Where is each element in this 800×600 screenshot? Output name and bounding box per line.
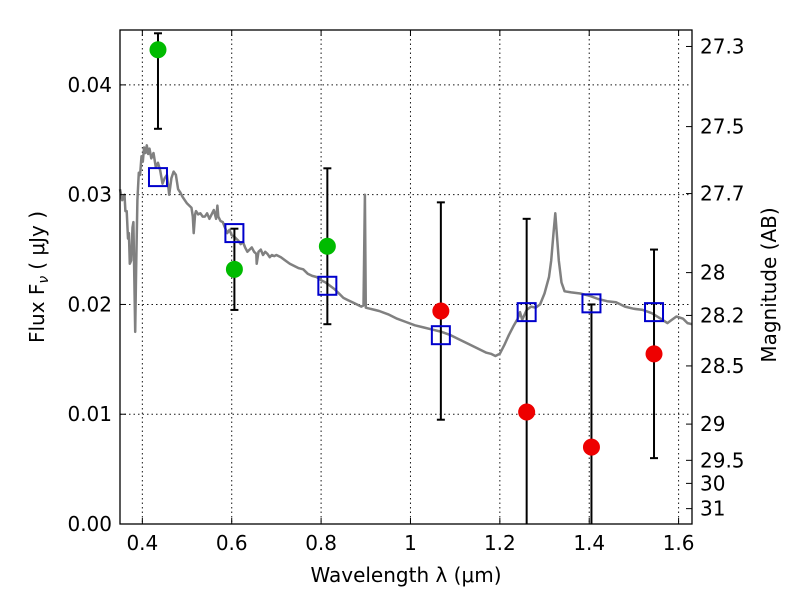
- right-axis-label: Magnitude (AB): [757, 207, 781, 362]
- x-tick-label: 0.6: [216, 531, 248, 555]
- limit-point: [645, 345, 663, 363]
- model-photometry-square: [224, 223, 245, 244]
- y-axis-label-group: Flux Fν ( μJy ): [25, 211, 52, 343]
- x-tick-label: 1.4: [573, 531, 605, 555]
- mag-tick-label: 28: [700, 261, 725, 285]
- grid: [120, 30, 692, 524]
- detection-point: [149, 41, 167, 59]
- limit-point: [518, 403, 536, 421]
- model-photometry-square: [317, 275, 338, 296]
- detection-point: [225, 260, 243, 278]
- y-tick-label: 0.04: [67, 73, 112, 97]
- x-tick-label: 1.6: [663, 531, 695, 555]
- model-photometry-square: [644, 302, 665, 323]
- y-axis-label-subscript: ν: [36, 276, 52, 284]
- x-tick-label: 0.4: [126, 531, 158, 555]
- mag-tick-label: 27.5: [700, 115, 745, 139]
- y-tick-label: 0.01: [67, 402, 112, 426]
- sed-curve-layer: [118, 144, 693, 358]
- model-photometry-square: [147, 167, 168, 188]
- x-tick-label: 1: [404, 531, 417, 555]
- y-tick-label: 0.03: [67, 183, 112, 207]
- detection-point: [318, 237, 336, 255]
- model-photometry-square: [581, 293, 602, 314]
- marker-layer: [147, 41, 665, 456]
- errorbar-layer: [153, 32, 659, 524]
- mag-tick-label: 29.5: [700, 448, 745, 472]
- y-axis-label-flux: Flux F: [25, 284, 49, 343]
- y-axis-label: Flux Fν ( μJy ): [25, 211, 52, 343]
- x-axis-label: Wavelength λ (μm): [310, 563, 501, 587]
- mag-tick-label: 29: [700, 412, 725, 436]
- tick-layer: 0.4 0.6 0.8 1 1.2 1.4 1.6 0.00 0.01 0.02 0.03 0.04 2…: [67, 30, 745, 555]
- x-tick-label: 1.2: [484, 531, 516, 555]
- x-tick-label: 0.8: [305, 531, 337, 555]
- limit-point: [432, 302, 450, 320]
- y-tick-label: 0.02: [67, 292, 112, 316]
- mag-tick-label: 27.3: [700, 34, 745, 58]
- plot-frame: [119, 29, 693, 525]
- limit-point: [582, 438, 600, 456]
- model-photometry-square: [430, 325, 451, 346]
- y-tick-label: 0.00: [67, 512, 112, 536]
- mag-tick-label: 30: [700, 471, 725, 495]
- sed-model-line: [118, 144, 693, 358]
- mag-tick-label: 27.7: [700, 182, 745, 206]
- model-photometry-square: [516, 302, 537, 323]
- mag-tick-label: 28.5: [700, 354, 745, 378]
- mag-tick-label: 31: [700, 497, 725, 521]
- y-axis-label-unit: ( μJy ): [25, 211, 49, 270]
- mag-tick-label: 28.2: [700, 303, 745, 327]
